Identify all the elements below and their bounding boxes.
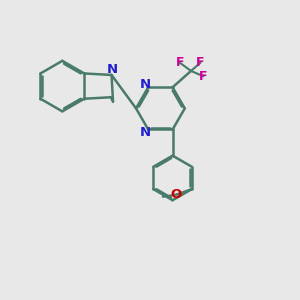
Text: F: F bbox=[176, 56, 184, 69]
Text: O: O bbox=[170, 188, 182, 201]
Text: N: N bbox=[140, 78, 151, 91]
Text: N: N bbox=[140, 126, 151, 139]
Text: F: F bbox=[199, 70, 208, 83]
Text: N: N bbox=[107, 63, 118, 76]
Text: F: F bbox=[196, 56, 205, 69]
